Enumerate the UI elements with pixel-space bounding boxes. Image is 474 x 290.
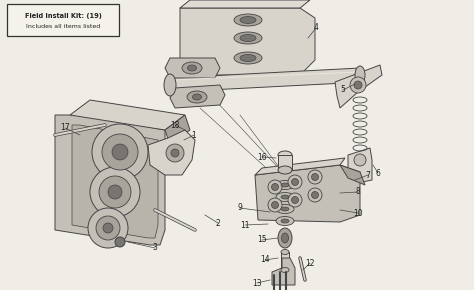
Polygon shape	[55, 115, 165, 245]
Polygon shape	[180, 0, 310, 8]
Text: Includes all items listed: Includes all items listed	[26, 24, 100, 30]
Ellipse shape	[187, 91, 207, 103]
Ellipse shape	[240, 35, 256, 41]
Ellipse shape	[188, 65, 197, 71]
Bar	[281, 252, 289, 270]
Text: 6: 6	[375, 168, 381, 177]
Circle shape	[350, 77, 366, 93]
Circle shape	[88, 208, 128, 248]
Circle shape	[311, 173, 319, 180]
Ellipse shape	[240, 55, 256, 61]
Circle shape	[268, 180, 282, 194]
Circle shape	[292, 197, 299, 204]
Ellipse shape	[278, 151, 292, 159]
Text: 3: 3	[153, 244, 157, 253]
Ellipse shape	[234, 52, 262, 64]
Polygon shape	[255, 158, 345, 175]
Ellipse shape	[355, 66, 365, 84]
Text: 15: 15	[257, 235, 267, 244]
Polygon shape	[170, 68, 365, 92]
Polygon shape	[272, 258, 295, 285]
Text: 11: 11	[240, 220, 250, 229]
Polygon shape	[70, 100, 185, 130]
Polygon shape	[165, 58, 220, 78]
Text: 16: 16	[257, 153, 267, 162]
Polygon shape	[148, 130, 195, 175]
Circle shape	[96, 216, 120, 240]
Ellipse shape	[278, 166, 292, 174]
Circle shape	[288, 175, 302, 189]
Ellipse shape	[234, 14, 262, 26]
Text: 9: 9	[237, 204, 242, 213]
Ellipse shape	[164, 74, 176, 96]
Circle shape	[308, 170, 322, 184]
Circle shape	[112, 144, 128, 160]
Ellipse shape	[278, 228, 292, 248]
Circle shape	[354, 81, 362, 89]
Ellipse shape	[282, 233, 289, 243]
Circle shape	[90, 167, 140, 217]
Text: 17: 17	[60, 124, 70, 133]
Text: 2: 2	[216, 218, 220, 227]
Circle shape	[272, 184, 279, 191]
Polygon shape	[170, 85, 225, 108]
Text: 8: 8	[356, 188, 360, 197]
Ellipse shape	[192, 94, 201, 100]
Circle shape	[99, 176, 131, 208]
Circle shape	[354, 154, 366, 166]
Ellipse shape	[276, 193, 294, 202]
Ellipse shape	[281, 183, 289, 187]
Circle shape	[108, 185, 122, 199]
Polygon shape	[340, 165, 365, 185]
Polygon shape	[165, 115, 190, 145]
Ellipse shape	[281, 207, 289, 211]
Polygon shape	[180, 8, 315, 75]
Text: 14: 14	[260, 255, 270, 264]
Ellipse shape	[281, 195, 289, 199]
Text: 18: 18	[170, 121, 180, 130]
Circle shape	[166, 144, 184, 162]
Circle shape	[272, 202, 279, 209]
Ellipse shape	[234, 32, 262, 44]
Circle shape	[103, 223, 113, 233]
Text: 4: 4	[314, 23, 319, 32]
Ellipse shape	[276, 217, 294, 226]
Circle shape	[292, 179, 299, 186]
FancyBboxPatch shape	[7, 4, 119, 36]
Text: 13: 13	[252, 278, 262, 287]
Circle shape	[92, 124, 148, 180]
Circle shape	[311, 191, 319, 198]
Circle shape	[102, 134, 138, 170]
Polygon shape	[72, 125, 158, 238]
Circle shape	[308, 188, 322, 202]
Text: 7: 7	[365, 171, 371, 180]
Text: 5: 5	[340, 86, 346, 95]
Ellipse shape	[182, 62, 202, 74]
Polygon shape	[348, 148, 372, 185]
Ellipse shape	[240, 17, 256, 23]
Ellipse shape	[281, 219, 289, 223]
Text: 10: 10	[353, 209, 363, 218]
Polygon shape	[255, 165, 360, 222]
Ellipse shape	[281, 267, 289, 273]
Text: Field Install Kit: (19): Field Install Kit: (19)	[25, 13, 101, 19]
Circle shape	[288, 193, 302, 207]
Text: 12: 12	[305, 258, 315, 267]
Text: 1: 1	[191, 130, 196, 139]
Circle shape	[115, 237, 125, 247]
Polygon shape	[335, 65, 382, 108]
Ellipse shape	[281, 249, 289, 255]
Ellipse shape	[276, 180, 294, 189]
Circle shape	[268, 198, 282, 212]
Ellipse shape	[276, 204, 294, 213]
Circle shape	[171, 149, 179, 157]
Bar	[278, 155, 292, 170]
